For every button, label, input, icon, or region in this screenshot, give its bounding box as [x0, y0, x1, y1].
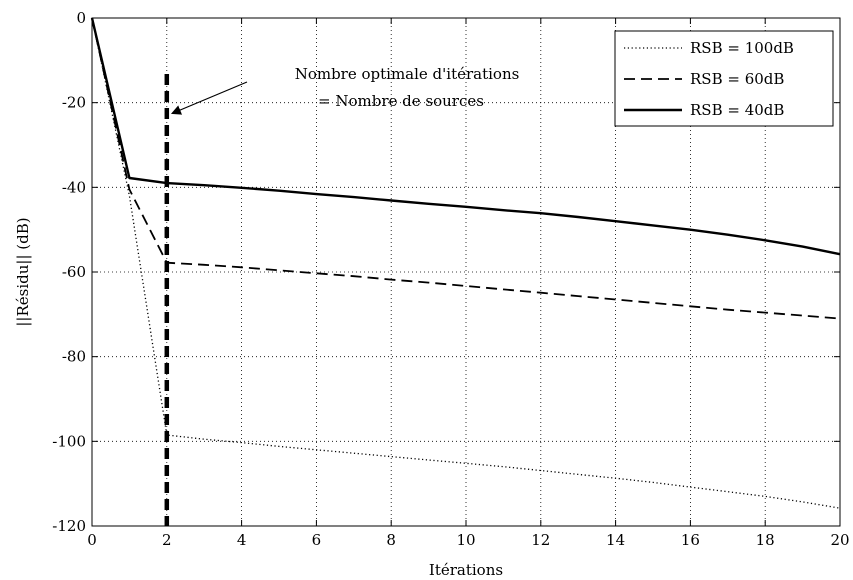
x-tick-label: 2: [162, 531, 172, 549]
y-tick-label: -120: [52, 517, 86, 535]
y-tick-label: -100: [52, 432, 86, 450]
series-layer: [90, 17, 841, 509]
series-line-1: [91, 17, 841, 320]
plot-frame: [91, 17, 841, 527]
x-tick-label: 10: [456, 531, 475, 549]
y-tick-labels: 0 -20 -40 -60 -80 -100 -120: [52, 9, 86, 535]
x-tick-label: 16: [681, 531, 700, 549]
x-tick-label: 6: [312, 531, 322, 549]
annotation: Nombre optimale d'itérations = Nombre de…: [170, 65, 520, 115]
y-axis-label: ||Résidu|| (dB): [14, 217, 32, 326]
y-tick-label: -40: [62, 178, 86, 196]
x-tick-label: 4: [237, 531, 247, 549]
x-tick-labels: 0 2 4 6 8 10 12 14 16 18 20: [87, 531, 849, 549]
annotation-arrow: [170, 81, 248, 115]
x-tick-label: 20: [830, 531, 849, 549]
series-line-2: [90, 17, 841, 256]
legend-label-rsb-60db: RSB = 60dB: [690, 70, 784, 88]
x-tick-label: 8: [386, 531, 396, 549]
annotation-line-2: = Nombre de sources: [318, 92, 484, 110]
x-tick-label: 14: [606, 531, 625, 549]
x-tick-label: 12: [531, 531, 550, 549]
x-tick-label: 18: [756, 531, 775, 549]
y-tick-label: -20: [62, 94, 86, 112]
x-tick-label: 0: [87, 531, 97, 549]
legend-label-rsb-40db: RSB = 40dB: [690, 101, 784, 119]
y-tick-label: -60: [62, 263, 86, 281]
legend: RSB = 100dB RSB = 60dB RSB = 40dB: [614, 30, 834, 127]
x-axis-label: Itérations: [429, 561, 503, 579]
y-tick-label: -80: [62, 348, 86, 366]
annotation-line-1: Nombre optimale d'itérations: [295, 65, 520, 83]
legend-label-rsb-100db: RSB = 100dB: [690, 39, 794, 57]
y-tick-label: 0: [76, 9, 86, 27]
